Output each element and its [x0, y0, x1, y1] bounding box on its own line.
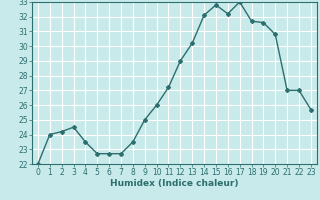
X-axis label: Humidex (Indice chaleur): Humidex (Indice chaleur): [110, 179, 239, 188]
